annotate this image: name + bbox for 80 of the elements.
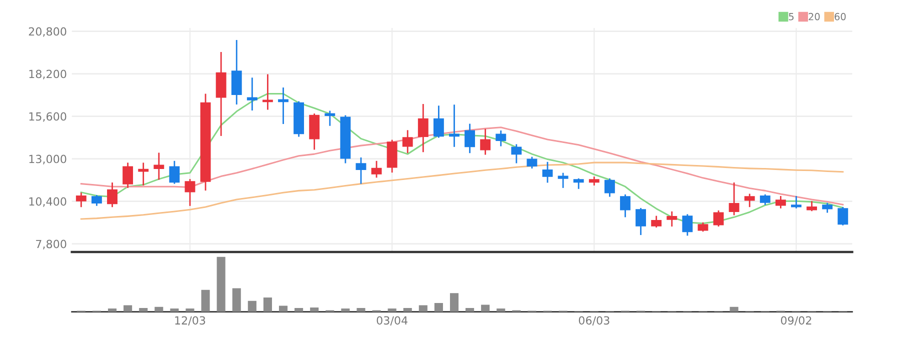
bar [154, 306, 164, 312]
bar [232, 288, 241, 312]
bar [278, 306, 288, 312]
candlestick [262, 74, 273, 110]
candlestick [713, 210, 724, 227]
bar [216, 256, 226, 312]
bar [124, 305, 132, 312]
x-tick-label: 12/03 [175, 316, 206, 326]
bar [466, 308, 474, 312]
candlestick [418, 104, 428, 152]
candlestick [433, 106, 444, 138]
bar [356, 308, 366, 312]
bar [263, 298, 272, 312]
bar [496, 308, 506, 312]
bar [248, 300, 256, 312]
candlestick [76, 192, 86, 208]
bar [730, 306, 738, 312]
candlestick [760, 194, 770, 205]
candlestick [620, 194, 630, 218]
y-tick-label: 10,400 [29, 197, 66, 207]
bar [418, 305, 428, 312]
candlestick [496, 130, 506, 146]
legend-label: 5 [788, 13, 794, 20]
legend-label: 20 [808, 12, 820, 20]
candlestick [651, 216, 662, 228]
y-tick-label: 15,600 [29, 112, 66, 122]
legend-label: 60 [834, 12, 846, 20]
candlestick [278, 87, 288, 124]
bar [139, 308, 148, 312]
candlestick [744, 194, 755, 208]
candlestick [542, 162, 553, 183]
candlestick [91, 195, 102, 206]
bar [450, 293, 459, 312]
candlestick [246, 78, 258, 110]
candlestick [682, 214, 693, 236]
candlestick [558, 172, 568, 188]
line-series [80, 162, 844, 220]
candlestick [356, 157, 366, 184]
x-tick-label: 03/04 [376, 316, 408, 326]
bar [170, 308, 179, 312]
bar [341, 308, 350, 312]
candlestick [728, 182, 740, 216]
bar [201, 290, 210, 312]
bar [388, 308, 396, 312]
y-tick-label: 13,000 [29, 154, 66, 164]
candlestick [775, 196, 786, 208]
candlestick [666, 211, 678, 227]
candlestick [573, 178, 584, 189]
candlestick [309, 113, 320, 150]
bar [294, 308, 304, 312]
candlestick [169, 160, 180, 184]
candlestick [371, 160, 382, 178]
x-tick-label: 09/02 [780, 316, 812, 326]
y-tick-label: 7,800 [36, 240, 66, 250]
y-tick-label: 20,800 [28, 27, 66, 37]
candlestick [324, 110, 336, 126]
candlestick [107, 182, 118, 208]
x-tick-label: 06/03 [578, 316, 610, 326]
candlestick [526, 156, 538, 168]
bar [310, 307, 319, 312]
bar [403, 308, 412, 312]
candlestick [838, 206, 848, 226]
candlestick [511, 144, 522, 164]
bar [434, 303, 443, 312]
y-tick-label: 18,200 [29, 70, 66, 80]
candlestick [184, 179, 196, 206]
bar [481, 304, 490, 312]
candlestick [138, 162, 149, 186]
candlestick [402, 130, 413, 154]
candlestick [636, 208, 646, 236]
candlestick [480, 128, 491, 155]
candlestick [604, 178, 615, 197]
candlestick [231, 40, 242, 105]
candlestick [791, 196, 802, 208]
bar [186, 308, 194, 312]
candlestick [154, 152, 164, 180]
candlestick [464, 124, 476, 154]
candlestick [122, 162, 134, 188]
bar [108, 308, 117, 312]
candlestick [449, 104, 460, 147]
